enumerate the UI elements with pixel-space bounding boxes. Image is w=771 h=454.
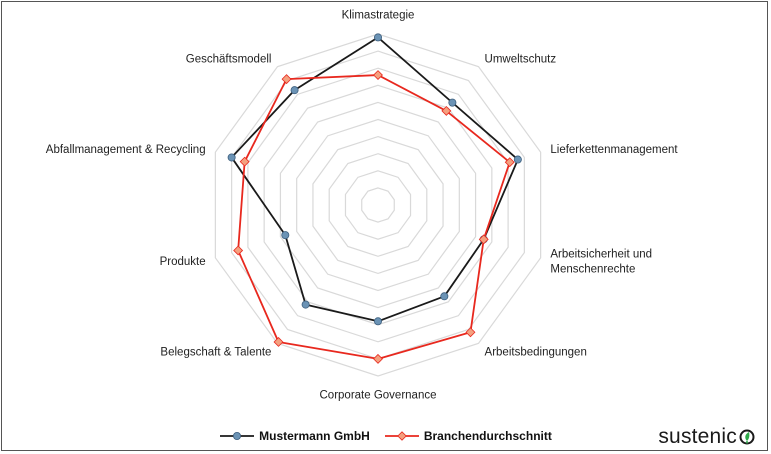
series-2-point-6	[373, 353, 383, 364]
axis-label-6: Corporate Governance	[320, 389, 437, 401]
legend-entry-series-2: Branchendurchschnitt	[384, 429, 552, 443]
grid-ring-2	[344, 170, 412, 240]
legend-label-series-1: Mustermann GmbH	[259, 429, 370, 443]
grid-ring-5	[296, 118, 460, 292]
series-1-point-10	[290, 86, 299, 95]
series-2-point-7	[273, 336, 284, 347]
axis-label-2: Umweltschutz	[485, 53, 557, 65]
axis-label-7: Belegschaft & Talente	[160, 347, 271, 359]
series-1-point-7	[301, 300, 310, 309]
series-1-point-9	[227, 153, 236, 162]
logo-o-mark	[737, 425, 757, 449]
grid-ring-6	[279, 101, 477, 309]
sustenico-logo: sustenic	[658, 425, 757, 449]
axis-label-4-line-2: Menschenrechte	[550, 264, 635, 276]
series-2-point-10	[281, 74, 292, 85]
legend-label-series-2: Branchendurchschnitt	[423, 429, 552, 443]
series-1-point-1	[373, 33, 382, 42]
axis-label-9: Abfallmanagement & Recycling	[46, 144, 206, 156]
grid-ring-8	[247, 67, 509, 343]
axis-label-8: Produkte	[160, 256, 206, 268]
axis-label-10: Geschäftsmodell	[186, 53, 272, 65]
logo-text: sustenic	[658, 425, 737, 448]
axis-labels: Klimastrategie Umweltschutz Lieferkettenma…	[46, 10, 679, 402]
series-1-point-2	[448, 98, 457, 107]
legend-swatch-series-1	[220, 432, 255, 440]
series-2-point-4	[478, 234, 489, 245]
series-layer	[227, 33, 522, 364]
axis-label-3: Lieferkettenmanagement	[550, 144, 678, 156]
series-line-1	[230, 36, 519, 323]
axis-label-1: Klimastrategie	[342, 10, 415, 22]
grid-ring-4	[312, 135, 444, 275]
series-2-point-2	[441, 105, 452, 116]
legend-entry-series-1: Mustermann GmbH	[219, 429, 370, 443]
series-2-point-1	[373, 70, 383, 81]
grid-ring-1	[361, 187, 395, 223]
series-2-point-5	[465, 327, 476, 338]
axis-label-4-line-1: Arbeitsicherheit und	[550, 249, 652, 261]
legend: Mustermann GmbH Branchendurchschnitt	[0, 428, 771, 444]
series-1-point-5	[440, 292, 449, 301]
series-2-point-9	[239, 156, 250, 167]
grid-ring-3	[328, 153, 428, 257]
series-2-point-3	[504, 157, 515, 168]
grid-ring-9	[231, 50, 525, 360]
axis-label-5: Arbeitsbedingungen	[485, 347, 587, 359]
series-2-point-8	[233, 245, 244, 256]
grid-ring-10	[214, 33, 542, 377]
series-1-point-8	[281, 231, 290, 240]
legend-swatch-series-2	[384, 431, 419, 441]
series-1-point-6	[373, 317, 382, 326]
series-1-point-3	[513, 155, 522, 164]
